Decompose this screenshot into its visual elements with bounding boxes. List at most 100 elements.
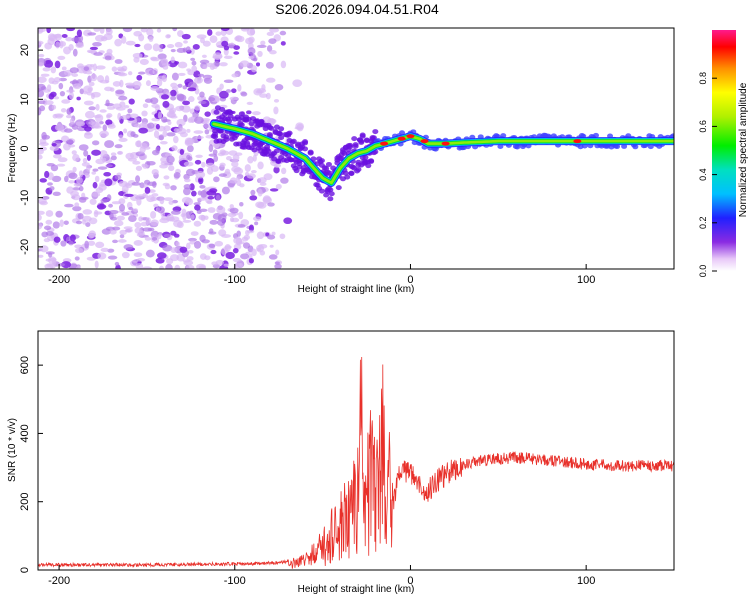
noise-cell <box>87 240 96 246</box>
snr-panel: -200 -100 0 100 0 200 400 600 Height of straig… <box>7 330 675 595</box>
noise-cell <box>54 113 64 118</box>
noise-cell <box>198 176 204 185</box>
colorbar-ticks: 0.0 0.2 0.4 0.6 0.8 <box>698 72 717 277</box>
noise-cell <box>155 257 165 264</box>
noise-cell <box>70 190 80 197</box>
noise-cell <box>105 119 113 126</box>
noise-cell <box>135 263 144 269</box>
noise-cell <box>75 121 86 127</box>
colorbar-tick-label: 0.4 <box>698 168 708 181</box>
track-cell <box>212 134 219 140</box>
noise-cell <box>266 31 275 36</box>
noise-cell <box>225 155 232 161</box>
track-cell <box>276 131 283 137</box>
x-tick-label: 100 <box>577 575 595 587</box>
noise-cell <box>76 176 83 184</box>
noise-cell <box>223 55 233 60</box>
noise-cell <box>189 240 196 245</box>
track-cell <box>359 133 366 139</box>
noise-cell <box>265 77 276 83</box>
noise-cell <box>110 155 117 161</box>
noise-cell <box>117 151 122 155</box>
noise-cell <box>38 210 45 215</box>
noise-cell <box>256 231 265 240</box>
noise-cell <box>91 149 101 156</box>
noise-cell <box>126 201 133 209</box>
noise-cell <box>147 227 155 232</box>
noise-cell <box>52 33 62 38</box>
noise-cell <box>247 47 256 55</box>
noise-cell <box>219 83 224 90</box>
noise-cell <box>208 228 214 234</box>
noise-cell <box>269 244 274 248</box>
noise-cell <box>38 107 42 116</box>
noise-cell <box>100 198 108 204</box>
noise-cell <box>68 240 74 246</box>
noise-cell <box>39 138 47 145</box>
noise-cell <box>110 152 117 157</box>
y-tick-label: 0 <box>19 567 31 573</box>
noise-cell <box>58 262 65 267</box>
noise-cell <box>237 84 242 92</box>
noise-cell <box>186 256 194 261</box>
noise-cell <box>85 164 91 172</box>
noise-cell <box>235 35 245 43</box>
spectrogram-y-label: Frequency (Hz) <box>7 114 18 183</box>
noise-cell <box>184 197 194 206</box>
y-tick-label: 400 <box>19 424 31 442</box>
noise-cell <box>213 176 220 183</box>
noise-cell <box>175 105 185 112</box>
noise-cell <box>267 202 275 207</box>
noise-cell <box>171 72 179 81</box>
noise-cell <box>229 204 234 209</box>
noise-cell <box>72 166 77 173</box>
noise-cell <box>165 263 173 269</box>
noise-cell <box>257 188 263 197</box>
noise-cell <box>240 91 248 97</box>
track-cell <box>500 133 507 139</box>
noise-cell <box>201 54 207 59</box>
noise-cell <box>95 158 105 165</box>
noise-cell <box>236 176 241 181</box>
noise-cell <box>157 206 165 214</box>
noise-cell <box>65 37 73 42</box>
noise-cell <box>84 240 89 249</box>
noise-cell <box>239 202 244 207</box>
noise-cell <box>274 84 284 91</box>
noise-cell <box>136 74 143 81</box>
track-cell <box>614 144 621 150</box>
noise-cell <box>91 121 101 129</box>
track-cell <box>278 126 285 132</box>
noise-cell <box>128 207 134 211</box>
noise-cell <box>274 263 282 269</box>
noise-cell <box>83 85 93 94</box>
noise-cell <box>142 266 152 269</box>
noise-cell <box>116 215 125 221</box>
noise-cell <box>209 188 218 193</box>
noise-cell <box>233 51 240 55</box>
noise-cell <box>104 140 115 149</box>
noise-speckle <box>38 28 305 269</box>
noise-cell <box>38 100 47 105</box>
noise-cell <box>223 79 234 83</box>
noise-cell <box>228 44 235 49</box>
noise-cell <box>46 162 55 167</box>
noise-cell <box>229 207 239 214</box>
noise-cell <box>78 170 84 178</box>
noise-cell <box>120 114 131 120</box>
snr-y-ticks: 0 200 400 600 <box>19 356 43 573</box>
noise-cell <box>53 77 61 83</box>
track-cell <box>592 132 599 138</box>
noise-cell <box>49 263 56 269</box>
noise-cell <box>233 45 240 50</box>
noise-cell <box>88 217 98 225</box>
noise-cell <box>170 56 175 64</box>
noise-cell <box>39 245 49 253</box>
noise-cell <box>59 90 66 97</box>
noise-cell <box>223 45 230 51</box>
noise-cell <box>81 192 86 199</box>
y-tick-label: 20 <box>19 44 31 56</box>
noise-cell <box>203 215 209 220</box>
track-cell <box>318 188 325 194</box>
noise-cell <box>125 183 132 189</box>
